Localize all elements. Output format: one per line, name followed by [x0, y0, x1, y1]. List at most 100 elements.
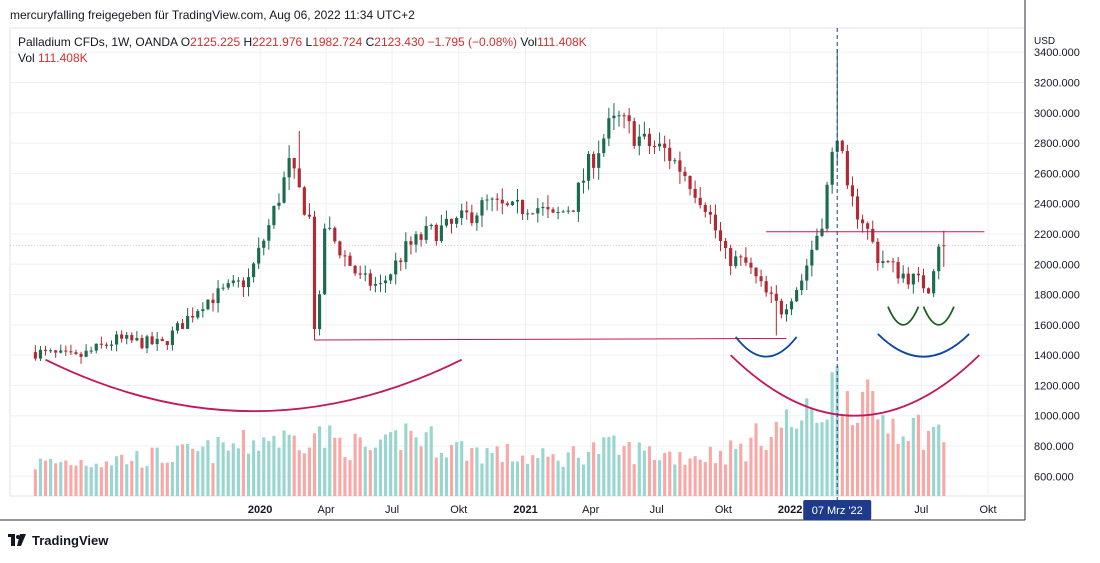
- volume-bar: [526, 463, 530, 496]
- candle-body: [850, 185, 855, 197]
- volume-bar: [729, 440, 733, 496]
- volume-bar: [607, 437, 611, 496]
- candle-body: [861, 219, 865, 224]
- volume-bar: [906, 441, 910, 496]
- candle-body: [718, 230, 723, 242]
- candle-body: [358, 273, 362, 275]
- crosshair-date-box: [803, 500, 872, 520]
- volume-bar: [551, 454, 555, 496]
- candle-body: [318, 294, 322, 330]
- candle-body: [399, 260, 403, 263]
- x-tick-label: Jul: [385, 504, 399, 516]
- volume-bar: [916, 414, 920, 496]
- volume-bar: [592, 442, 596, 496]
- candle-body: [845, 151, 849, 186]
- candle-body: [328, 227, 332, 229]
- volume-bar: [688, 458, 692, 496]
- candle-body: [901, 273, 905, 279]
- volume-bar: [49, 458, 53, 496]
- candle-body: [186, 315, 190, 329]
- candle-body: [668, 147, 672, 161]
- candle-body: [673, 160, 677, 162]
- candle-body: [33, 352, 37, 359]
- candle-body: [602, 138, 606, 154]
- candle-body: [257, 247, 261, 264]
- volume-bar: [708, 446, 712, 496]
- candle-body: [394, 260, 398, 275]
- candle-body: [99, 343, 103, 345]
- volume-bar: [642, 450, 646, 496]
- volume-bar: [470, 448, 474, 496]
- candle-body: [871, 228, 875, 242]
- candle-body: [434, 224, 438, 242]
- volume-bar: [637, 442, 641, 496]
- volume-bar: [536, 458, 540, 496]
- candle-body: [713, 214, 717, 231]
- volume-bar: [353, 433, 357, 496]
- candle-body: [109, 344, 114, 346]
- volume-bar: [414, 437, 418, 496]
- candle-body: [470, 212, 474, 224]
- candle-body: [378, 283, 383, 285]
- volume-bar: [475, 447, 479, 496]
- big-arc-left: [45, 358, 463, 413]
- candle-body: [216, 288, 220, 304]
- volume-legend-line: Vol 111.408K: [18, 51, 88, 65]
- candle-body: [180, 323, 185, 329]
- volume-bar: [830, 372, 834, 496]
- volume-bar: [622, 446, 626, 496]
- volume-bar: [43, 460, 48, 496]
- volume-bar: [779, 427, 783, 496]
- volume-bar: [74, 465, 78, 496]
- y-tick-label: 1400.000: [1034, 350, 1080, 362]
- candle-body: [236, 280, 240, 282]
- candle-body: [348, 255, 352, 266]
- candle-body: [921, 275, 926, 289]
- volume-bar: [89, 467, 93, 496]
- volume-bar: [419, 446, 423, 496]
- volume-bar: [871, 391, 875, 496]
- volume-bar: [378, 439, 383, 496]
- candle-body: [424, 226, 428, 240]
- candle-body: [419, 234, 423, 240]
- candle-body: [262, 240, 266, 248]
- y-tick-label: 3000.000: [1034, 108, 1080, 120]
- volume-bar: [891, 418, 895, 496]
- candle-body: [373, 283, 377, 286]
- candle-body: [201, 309, 205, 312]
- candle-body: [287, 158, 291, 178]
- x-tick-label: 2022: [778, 504, 802, 516]
- candle-body: [353, 265, 357, 274]
- volume-bar: [358, 437, 362, 496]
- volume-bar: [602, 437, 606, 496]
- y-tick-label: 2200.000: [1034, 229, 1080, 241]
- volume-bar: [383, 434, 388, 496]
- volume-bar: [942, 442, 946, 496]
- volume-bar: [789, 426, 794, 496]
- candle-body: [307, 214, 311, 217]
- candle-body: [815, 235, 819, 250]
- volume-bar: [424, 432, 428, 496]
- volume-bar: [825, 419, 829, 496]
- ohlc-legend-line: Palladium CFDs, 1W, OANDA O2125.225 H222…: [18, 35, 587, 49]
- volume-bar: [33, 469, 37, 496]
- volume-bar: [99, 467, 103, 496]
- x-tick-label: 2021: [513, 504, 537, 516]
- volume-bar: [810, 408, 814, 496]
- candle-body: [485, 199, 489, 201]
- volume-bar: [434, 457, 438, 496]
- volume-bar: [262, 437, 266, 496]
- footer: TradingView: [8, 530, 108, 550]
- y-tick-label: 800.000: [1034, 441, 1074, 453]
- candle-body: [835, 140, 839, 152]
- candle-body: [135, 338, 139, 341]
- volume-bar: [500, 462, 504, 496]
- volume-bar: [800, 420, 804, 496]
- volume-bar: [292, 435, 296, 496]
- y-tick-label: 2400.000: [1034, 199, 1080, 211]
- candle-body: [170, 330, 174, 346]
- volume-bar: [409, 430, 413, 496]
- candle-body: [59, 350, 63, 353]
